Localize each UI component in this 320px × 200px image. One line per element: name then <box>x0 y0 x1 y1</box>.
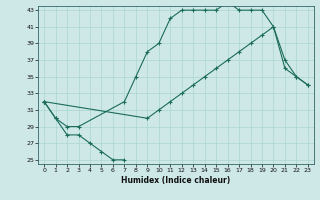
X-axis label: Humidex (Indice chaleur): Humidex (Indice chaleur) <box>121 176 231 185</box>
